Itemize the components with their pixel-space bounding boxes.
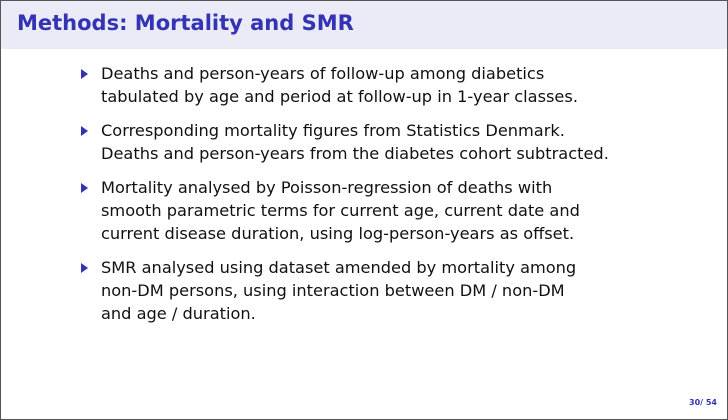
bullet-text: Corresponding mortality figures from Sta… [101, 121, 565, 140]
bullet-text: current disease duration, using log-pers… [101, 224, 575, 243]
bullet-text: tabulated by age and period at follow-up… [101, 87, 578, 106]
bullet-marker [81, 183, 88, 193]
title-bar: Methods: Mortality and SMR [1, 1, 727, 49]
bullet-text: and age / duration. [101, 304, 256, 323]
page-number: 30/ 54 [689, 398, 717, 407]
bullet-marker [81, 69, 88, 79]
bullet-text: smooth parametric terms for current age,… [101, 201, 580, 220]
bullet-text: Mortality analysed by Poisson-regression… [101, 178, 553, 197]
bullet-text: Deaths and person-years of follow-up amo… [101, 64, 545, 83]
bullet-text: SMR analysed using dataset amended by mo… [101, 258, 577, 277]
bullet-marker [81, 126, 88, 136]
slide-title: Methods: Mortality and SMR [17, 11, 354, 35]
bullet-text: Deaths and person-years from the diabete… [101, 144, 609, 163]
bullet-text: non-DM persons, using interaction betwee… [101, 281, 565, 300]
bullet-marker [81, 263, 88, 273]
